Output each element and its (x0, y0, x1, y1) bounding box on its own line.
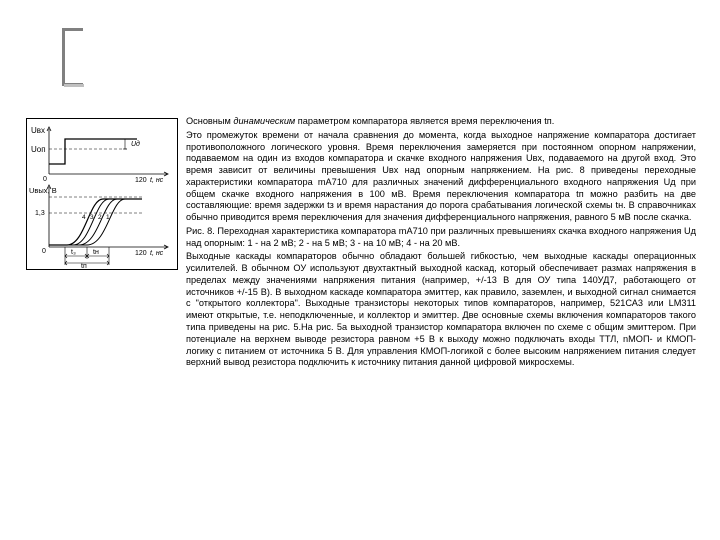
para-3: Рис. 8. Переходная характеристика компар… (186, 226, 696, 250)
label-uvyh: Uвых, В (29, 186, 57, 195)
para-1: Основным динамическим параметром компара… (186, 116, 696, 128)
bracket-shadow (64, 84, 84, 87)
label-uop: Uоп (31, 145, 46, 154)
curve-3: 3 (90, 214, 94, 221)
body-text: Основным динамическим параметром компара… (186, 116, 696, 371)
label-120-bot: 120 (135, 250, 147, 257)
label-zero-top: 0 (43, 176, 47, 183)
label-zero-bot: 0 (42, 248, 46, 255)
label-120-top: 120 (135, 177, 147, 184)
curve-1: 1 (106, 214, 110, 221)
curve-4: 4 (82, 214, 86, 221)
label-t3: t₃ (71, 249, 76, 256)
para-2: Это промежуток времени от начала сравнен… (186, 130, 696, 224)
label-tns-bot: t, нс (150, 250, 164, 257)
label-tp: tп (81, 263, 87, 269)
label-tn: tн (93, 249, 99, 256)
curve-2: 2 (98, 214, 102, 221)
label-ud: Uд (131, 140, 140, 148)
comparator-figure: Uвх Uоп Uд 0 120 t, нс 4 3 2 1 Uвых, В 1… (26, 118, 178, 270)
slide-corner-bracket (62, 28, 83, 86)
label-tns-top: t, нс (150, 177, 164, 184)
label-uvx: Uвх (31, 126, 45, 135)
para-4: Выходные каскады компараторов обычно обл… (186, 251, 696, 369)
label-ytick: 1,3 (35, 210, 45, 217)
